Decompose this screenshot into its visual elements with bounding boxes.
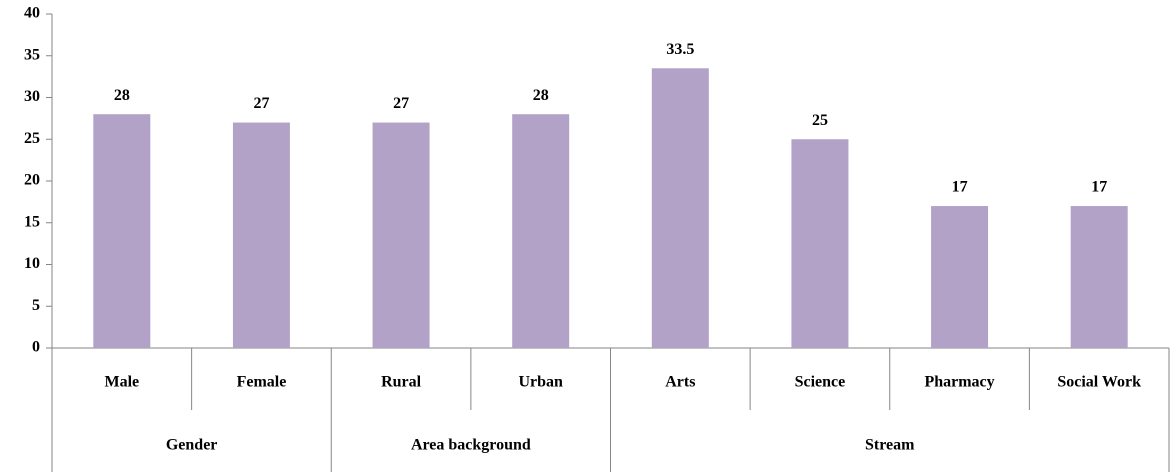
group-label: Gender [166, 437, 218, 454]
value-label: 17 [952, 179, 968, 196]
value-label: 28 [114, 87, 130, 104]
value-label: 33.5 [666, 41, 694, 58]
y-tick-label: 25 [24, 130, 40, 147]
y-tick-label: 15 [24, 213, 40, 230]
value-label: 28 [533, 87, 549, 104]
value-label: 27 [253, 95, 269, 112]
x-tick-label: Science [795, 374, 846, 391]
x-tick-label: Female [237, 374, 287, 391]
group-label: Stream [865, 437, 915, 454]
y-tick-label: 20 [24, 172, 40, 189]
x-tick-label: Social Work [1057, 374, 1141, 391]
bar [232, 122, 290, 348]
y-tick-label: 5 [32, 297, 40, 314]
value-label: 27 [393, 95, 409, 112]
y-tick-label: 40 [24, 5, 40, 22]
bar [1070, 206, 1128, 348]
x-tick-label: Urban [518, 374, 563, 391]
bar [512, 114, 570, 348]
y-tick-label: 30 [24, 88, 40, 105]
value-label: 17 [1091, 179, 1107, 196]
y-tick-label: 10 [24, 255, 40, 272]
bar [651, 68, 709, 349]
group-label: Area background [411, 437, 531, 454]
y-tick-label: 0 [32, 339, 40, 356]
value-label: 25 [812, 112, 828, 129]
bar [93, 114, 151, 348]
x-tick-label: Rural [381, 374, 422, 391]
x-tick-label: Pharmacy [924, 374, 994, 391]
bar [791, 139, 849, 348]
x-tick-label: Arts [665, 374, 695, 391]
y-tick-label: 35 [24, 46, 40, 63]
bar [931, 206, 989, 348]
x-tick-label: Male [104, 374, 139, 391]
bar [372, 122, 430, 348]
